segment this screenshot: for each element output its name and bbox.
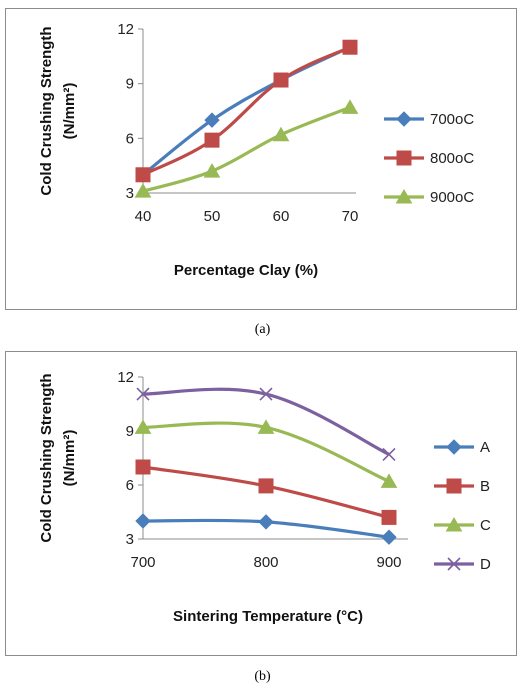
y-tick-label: 12: [117, 369, 134, 386]
series-D: [136, 387, 396, 461]
legend-symbol-800oC: [396, 150, 412, 166]
y-tick-label: 9: [126, 423, 134, 440]
data-point-700oC-1: [204, 112, 220, 128]
caption-a: (a): [254, 322, 271, 337]
data-point-800oC-3: [342, 39, 358, 55]
chart-b: 3 6 9 12 700 800 900 Sintering Temperature (°C)…: [38, 369, 491, 625]
legend-marker-900oC: [395, 188, 413, 204]
chart-a: 3 6 9 12 40 50 60 70 Percentage Clay (%) Cold Cru…: [38, 21, 474, 279]
series-900oC: [134, 99, 359, 198]
series-A: [135, 513, 397, 545]
data-point-C-2: [380, 473, 398, 488]
legend-marker-800oC: [396, 150, 412, 166]
x-tick-label: 60: [273, 208, 290, 225]
x-tick-label: 700: [130, 554, 155, 571]
legend-symbol-A: [446, 439, 462, 455]
data-point-900oC-3: [341, 99, 359, 114]
data-point-800oC-0: [135, 167, 151, 183]
x-tick-label: 40: [135, 208, 152, 225]
legend-label-A: A: [480, 439, 490, 456]
x-axis-title: Sintering Temperature (°C): [173, 608, 363, 625]
series-line-900oC: [142, 105, 351, 193]
data-point-B-2: [381, 509, 397, 525]
data-point-800oC-1: [204, 132, 220, 148]
data-point-B-1: [258, 478, 274, 494]
y-tick-label: 9: [126, 76, 134, 93]
series-B: [135, 459, 397, 525]
y-axis-unit: (N/mm²): [61, 83, 78, 140]
y-axis-title: Cold Crushing Strength: [38, 373, 55, 542]
legend-marker-C: [445, 516, 463, 532]
x-tick-label: 900: [376, 554, 401, 571]
x-tick-label: 50: [204, 208, 221, 225]
y-axis-title: Cold Crushing Strength: [38, 26, 55, 195]
legend-marker-D: [447, 557, 461, 571]
legend-marker-A: [446, 439, 462, 455]
data-point-A-1: [258, 514, 274, 530]
data-point-B-0: [135, 459, 151, 475]
legend-symbol-900oC: [395, 188, 413, 204]
y-tick-label: 6: [126, 477, 134, 494]
legend-marker-700oC: [396, 111, 412, 127]
x-tick-label: 70: [342, 208, 359, 225]
legend-label-800oC: 800oC: [430, 150, 474, 167]
chart-panel-b: 3 6 9 12 700 800 900 Sintering Temperature (°C)…: [5, 351, 517, 656]
data-point-A-2: [381, 529, 397, 545]
legend-symbol-B: [446, 478, 462, 494]
legend-marker-B: [446, 478, 462, 494]
legend-label-900oC: 900oC: [430, 189, 474, 206]
x-tick-label: 800: [253, 554, 278, 571]
legend-symbol-700oC: [396, 111, 412, 127]
legend-label-D: D: [480, 556, 491, 573]
legend-label-C: C: [480, 517, 491, 534]
legend-label-B: B: [480, 478, 490, 495]
legend-symbol-C: [445, 516, 463, 532]
data-point-C-1: [257, 419, 275, 434]
data-point-800oC-2: [273, 72, 289, 88]
legend-symbol-D: [447, 557, 461, 571]
data-point-C-0: [134, 419, 152, 434]
y-tick-label: 12: [117, 21, 134, 38]
series-800oC: [135, 39, 358, 183]
y-tick-label: 3: [126, 531, 134, 548]
data-point-900oC-2: [272, 126, 290, 142]
data-point-D-0: [136, 387, 150, 401]
y-tick-label: 6: [126, 130, 134, 147]
legend-label-700oC: 700oC: [430, 111, 474, 128]
chart-panel-a: 3 6 9 12 40 50 60 70 Percentage Clay (%) Cold Cru…: [5, 8, 517, 310]
series-C: [134, 419, 398, 488]
x-axis-title: Percentage Clay (%): [174, 262, 318, 279]
caption-b: (b): [254, 669, 271, 684]
y-axis-unit: (N/mm²): [61, 430, 78, 487]
y-tick-label: 3: [126, 185, 134, 202]
series-line-800oC: [142, 45, 351, 177]
data-point-900oC-1: [203, 163, 221, 178]
data-point-D-2: [382, 447, 396, 461]
data-point-900oC-0: [134, 183, 152, 198]
data-point-A-0: [135, 513, 151, 529]
data-point-D-1: [259, 387, 273, 401]
